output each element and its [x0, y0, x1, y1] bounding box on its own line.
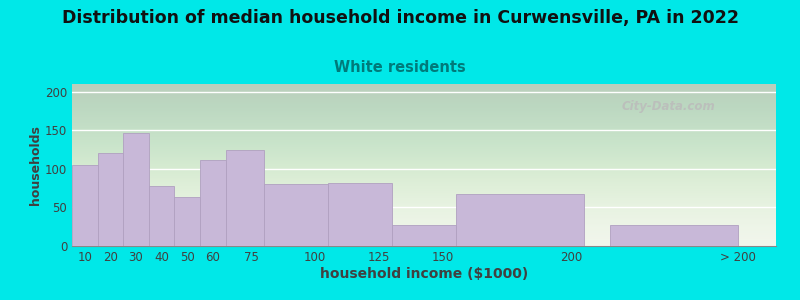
Bar	[392, 225, 456, 246]
Text: White residents: White residents	[334, 60, 466, 75]
Bar	[149, 186, 174, 246]
Bar	[174, 197, 200, 246]
X-axis label: household income ($1000): household income ($1000)	[320, 267, 528, 280]
Bar	[328, 183, 392, 246]
Text: City-Data.com: City-Data.com	[621, 100, 715, 113]
Bar	[98, 153, 123, 246]
Bar	[200, 160, 226, 246]
Bar	[456, 194, 584, 246]
Bar	[123, 133, 149, 246]
Bar	[610, 225, 738, 246]
Bar	[72, 165, 98, 246]
Bar	[264, 184, 328, 246]
Bar	[226, 150, 264, 246]
Text: Distribution of median household income in Curwensville, PA in 2022: Distribution of median household income …	[62, 9, 738, 27]
Y-axis label: households: households	[29, 125, 42, 205]
